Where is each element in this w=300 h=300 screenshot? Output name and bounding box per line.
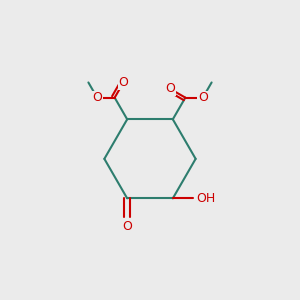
- Text: O: O: [122, 220, 132, 233]
- Text: OH: OH: [196, 192, 215, 205]
- Text: O: O: [118, 76, 128, 89]
- Text: O: O: [165, 82, 175, 95]
- Text: O: O: [92, 91, 102, 104]
- Text: O: O: [198, 91, 208, 104]
